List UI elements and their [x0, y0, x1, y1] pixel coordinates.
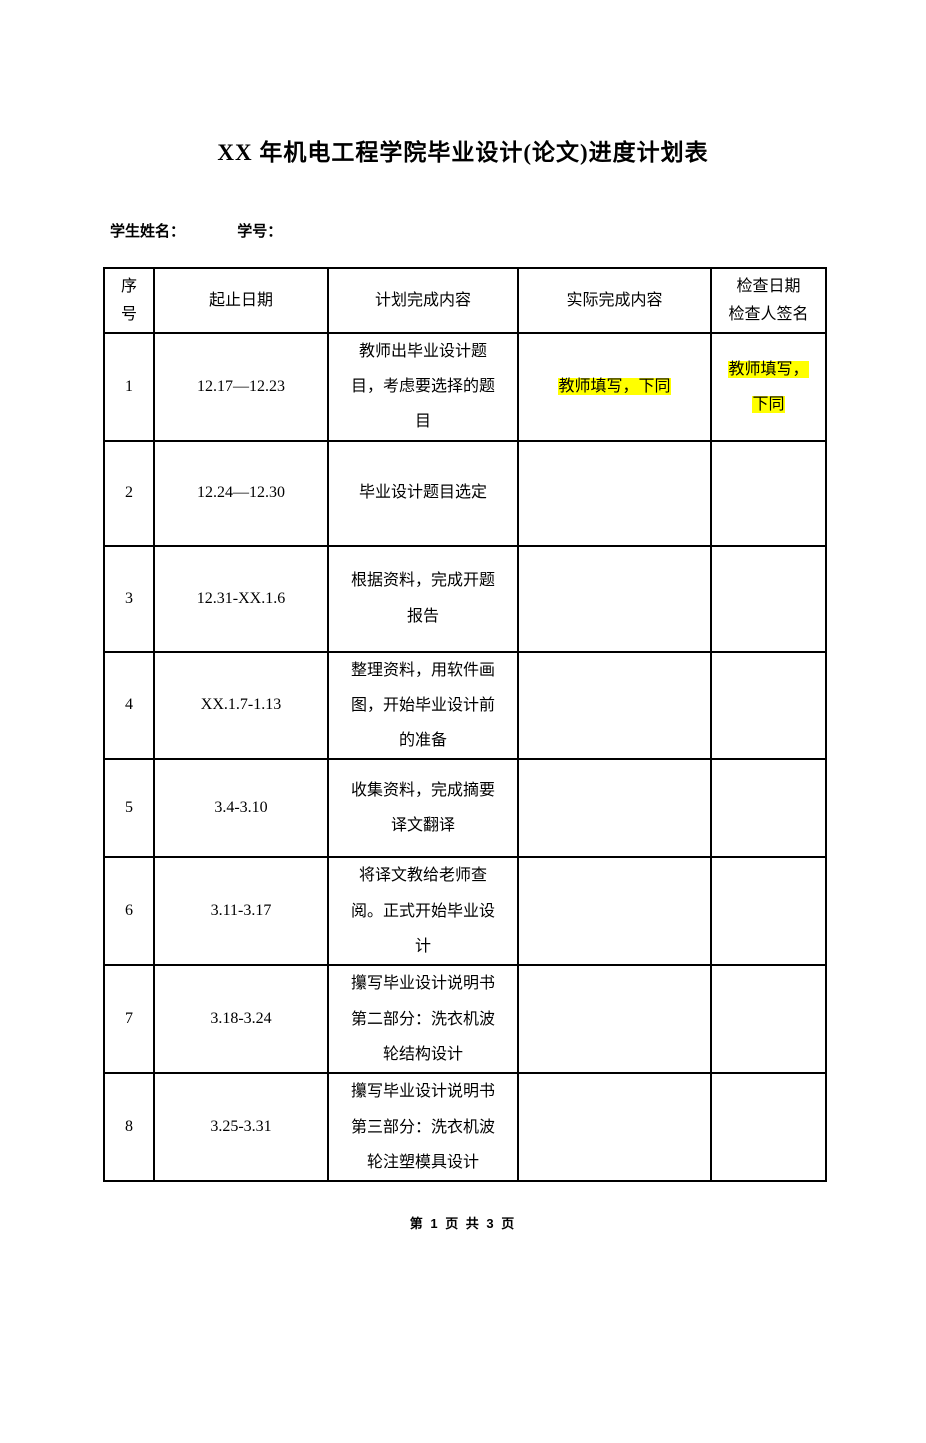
table-body: 1 12.17—12.23 教师出毕业设计题目，考虑要选择的题目 教师填写，下同 教师填…	[103, 332, 827, 1183]
cell-date: 3.18-3.24	[153, 964, 329, 1075]
header-row: 序 号 起止日期 计划完成内容 实际完成内容 检查日期 检查人签名	[103, 267, 827, 334]
cell-check	[710, 1072, 827, 1183]
cell-no: 7	[103, 964, 155, 1075]
cell-date: 12.24—12.30	[153, 439, 329, 547]
cell-plan: 整理资料，用软件画图，开始毕业设计前的准备	[327, 650, 519, 761]
table-row: 5 3.4-3.10 收集资料，完成摘要译文翻译	[103, 758, 827, 859]
cell-actual	[517, 856, 712, 967]
student-name-label: 学生姓名：	[110, 223, 186, 240]
student-id-label: 学号：	[237, 223, 283, 240]
cell-no: 1	[103, 332, 155, 442]
cell-plan: 将译文教给老师查阅。正式开始毕业设计	[327, 856, 519, 967]
teacher-fill-highlight: 教师填写， 下同	[728, 360, 809, 413]
col-header-plan: 计划完成内容	[327, 267, 519, 334]
table-row: 8 3.25-3.31 攥写毕业设计说明书第三部分：洗衣机波轮注塑模具设计	[103, 1072, 827, 1183]
cell-actual	[517, 1072, 712, 1183]
cell-no: 6	[103, 856, 155, 967]
progress-plan-table: 序 号 起止日期 计划完成内容 实际完成内容 检查日期 检查人签名 1 12.17…	[103, 267, 827, 1183]
cell-actual	[517, 650, 712, 761]
table-row: 4 XX.1.7-1.13 整理资料，用软件画图，开始毕业设计前的准备	[103, 650, 827, 761]
cell-plan: 根据资料，完成开题报告	[327, 544, 519, 653]
cell-check	[710, 439, 827, 547]
cell-date: 3.4-3.10	[153, 758, 329, 859]
cell-check	[710, 758, 827, 859]
table-row: 7 3.18-3.24 攥写毕业设计说明书第二部分：洗衣机波轮结构设计	[103, 964, 827, 1075]
cell-no: 3	[103, 544, 155, 653]
table-row: 1 12.17—12.23 教师出毕业设计题目，考虑要选择的题目 教师填写，下同 教师填…	[103, 332, 827, 442]
cell-check: 教师填写， 下同	[710, 332, 827, 442]
cell-actual	[517, 544, 712, 653]
document-page: XX 年机电工程学院毕业设计(论文)进度计划表 学生姓名： 学号： 序 号 起止…	[0, 133, 926, 1232]
col-header-date: 起止日期	[153, 267, 329, 334]
cell-check	[710, 856, 827, 967]
cell-actual	[517, 758, 712, 859]
cell-no: 4	[103, 650, 155, 761]
cell-actual: 教师填写，下同	[517, 332, 712, 442]
cell-no: 5	[103, 758, 155, 859]
cell-no: 8	[103, 1072, 155, 1183]
cell-check	[710, 964, 827, 1075]
col-header-actual: 实际完成内容	[517, 267, 712, 334]
cell-actual	[517, 964, 712, 1075]
teacher-fill-highlight: 教师填写，下同	[558, 378, 671, 396]
table-row: 3 12.31-XX.1.6 根据资料，完成开题报告	[103, 544, 827, 653]
cell-plan: 攥写毕业设计说明书第三部分：洗衣机波轮注塑模具设计	[327, 1072, 519, 1183]
student-info-line: 学生姓名： 学号：	[110, 220, 926, 241]
page-footer: 第 1 页 共 3 页	[409, 1216, 517, 1232]
table-row: 2 12.24—12.30 毕业设计题目选定	[103, 439, 827, 547]
cell-actual	[517, 439, 712, 547]
cell-plan: 毕业设计题目选定	[327, 439, 519, 547]
cell-plan: 收集资料，完成摘要译文翻译	[327, 758, 519, 859]
table-row: 6 3.11-3.17 将译文教给老师查阅。正式开始毕业设计	[103, 856, 827, 967]
cell-plan: 教师出毕业设计题目，考虑要选择的题目	[327, 332, 519, 442]
cell-date: 12.31-XX.1.6	[153, 544, 329, 653]
cell-date: XX.1.7-1.13	[153, 650, 329, 761]
cell-date: 3.25-3.31	[153, 1072, 329, 1183]
cell-plan: 攥写毕业设计说明书第二部分：洗衣机波轮结构设计	[327, 964, 519, 1075]
cell-no: 2	[103, 439, 155, 547]
page-title: XX 年机电工程学院毕业设计(论文)进度计划表	[217, 140, 709, 165]
cell-check	[710, 544, 827, 653]
cell-date: 12.17—12.23	[153, 332, 329, 442]
col-header-no: 序 号	[103, 267, 155, 334]
cell-check	[710, 650, 827, 761]
cell-date: 3.11-3.17	[153, 856, 329, 967]
col-header-check: 检查日期 检查人签名	[710, 267, 827, 334]
